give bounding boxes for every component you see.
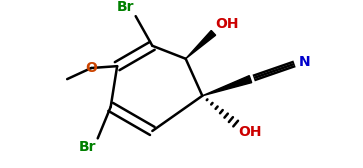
Text: Br: Br [116,0,134,14]
Text: OH: OH [215,17,239,31]
Text: N: N [299,55,310,69]
Text: Br: Br [78,140,96,154]
Polygon shape [202,76,252,96]
Text: OH: OH [238,125,262,139]
Polygon shape [185,30,216,59]
Text: O: O [85,61,97,75]
